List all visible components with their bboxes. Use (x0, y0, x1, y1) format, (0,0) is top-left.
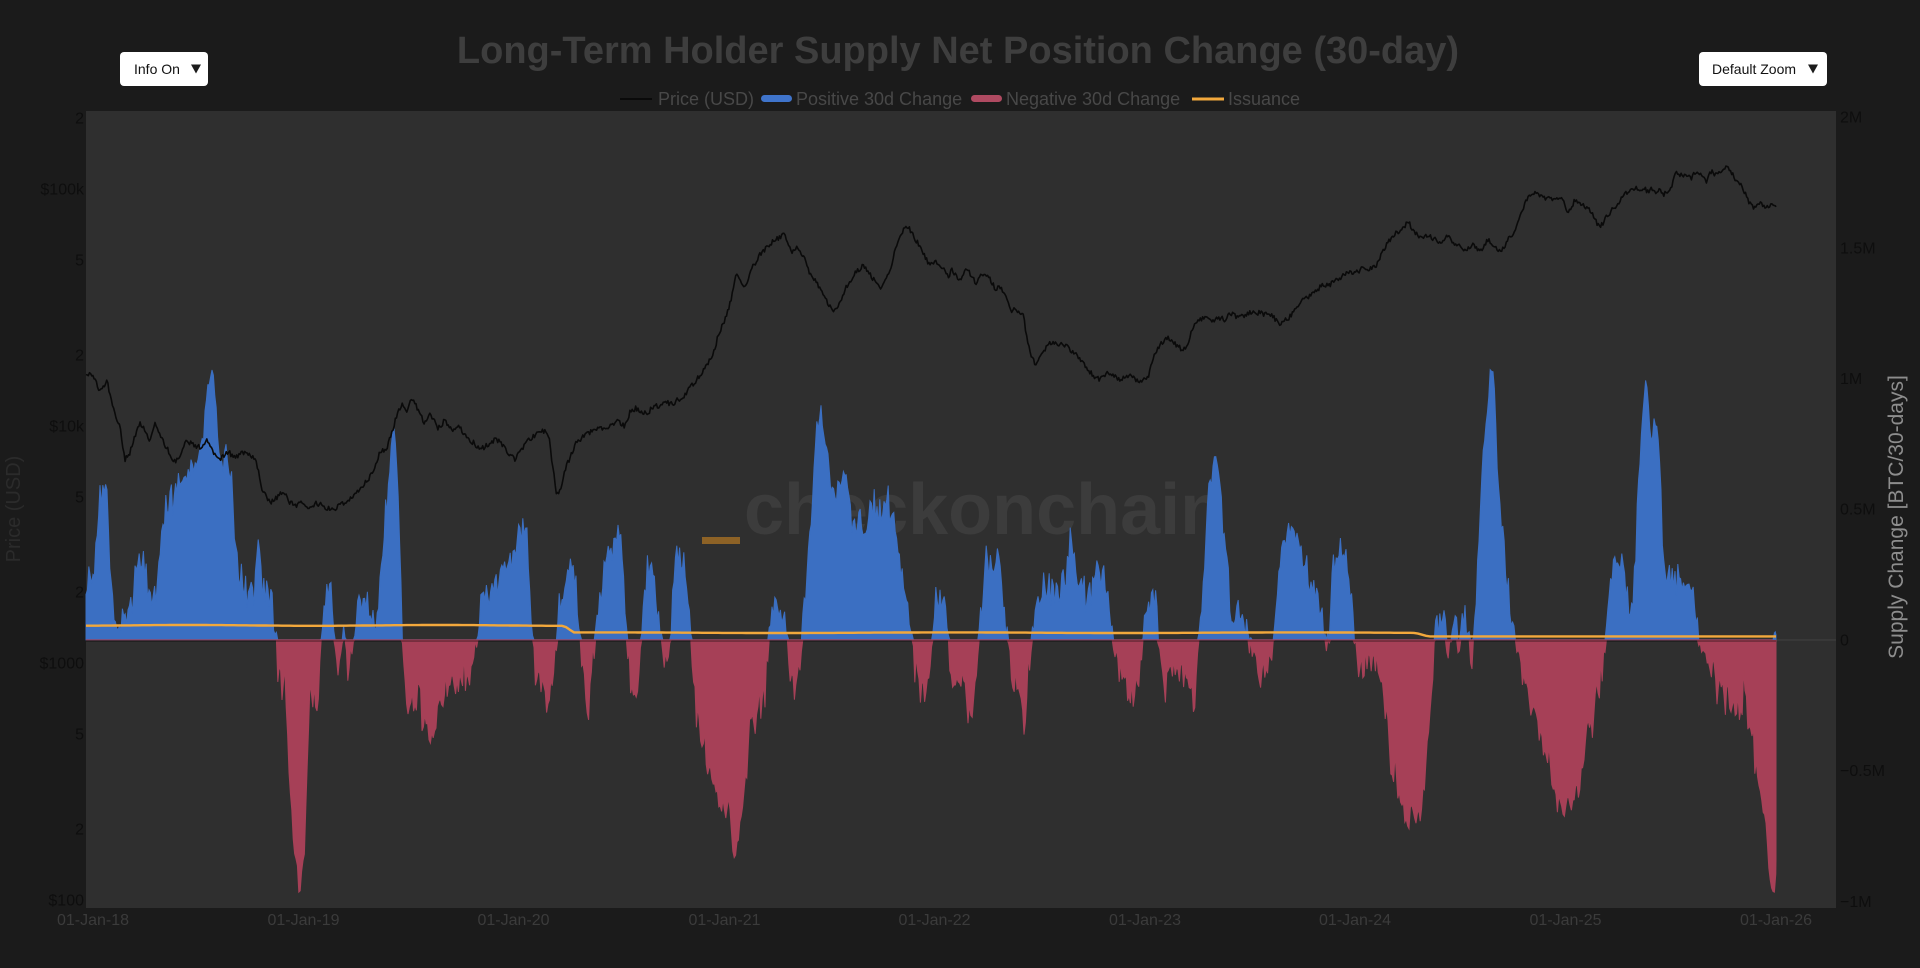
svg-text:−1M: −1M (1840, 894, 1872, 911)
svg-text:Price (USD): Price (USD) (3, 456, 25, 563)
svg-text:Issuance: Issuance (1228, 89, 1300, 109)
svg-text:1M: 1M (1840, 371, 1862, 388)
svg-text:5: 5 (75, 727, 84, 744)
svg-text:−0.5M: −0.5M (1840, 763, 1885, 780)
svg-text:$1000: $1000 (40, 656, 85, 673)
svg-text:2: 2 (75, 348, 84, 365)
svg-text:2: 2 (75, 111, 84, 128)
svg-text:$100: $100 (48, 893, 84, 910)
svg-text:2M: 2M (1840, 110, 1862, 127)
svg-text:1.5M: 1.5M (1840, 240, 1876, 257)
svg-text:01-Jan-23: 01-Jan-23 (1109, 912, 1181, 929)
svg-text:01-Jan-20: 01-Jan-20 (477, 912, 549, 929)
svg-text:0.5M: 0.5M (1840, 502, 1876, 519)
svg-text:5: 5 (75, 253, 84, 270)
svg-text:$100k: $100k (40, 182, 85, 199)
svg-text:2: 2 (75, 822, 84, 839)
svg-text:Negative 30d Change: Negative 30d Change (1006, 89, 1180, 109)
svg-text:Price (USD): Price (USD) (658, 89, 754, 109)
svg-text:01-Jan-22: 01-Jan-22 (898, 912, 970, 929)
svg-text:01-Jan-18: 01-Jan-18 (57, 912, 129, 929)
svg-text:Supply Change [BTC/30-days]: Supply Change [BTC/30-days] (1885, 375, 1908, 659)
svg-text:01-Jan-26: 01-Jan-26 (1740, 912, 1812, 929)
svg-text:01-Jan-19: 01-Jan-19 (267, 912, 339, 929)
svg-text:01-Jan-21: 01-Jan-21 (688, 912, 760, 929)
svg-text:Positive 30d Change: Positive 30d Change (796, 89, 962, 109)
svg-text:01-Jan-25: 01-Jan-25 (1529, 912, 1601, 929)
svg-text:0: 0 (1840, 632, 1849, 649)
svg-text:Info On: Info On (134, 61, 180, 77)
svg-text:$10k: $10k (49, 419, 85, 436)
svg-text:Default Zoom: Default Zoom (1712, 61, 1796, 77)
svg-text:2: 2 (75, 585, 84, 602)
svg-text:Long-Term Holder Supply Net Po: Long-Term Holder Supply Net Position Cha… (457, 30, 1459, 72)
svg-text:5: 5 (75, 490, 84, 507)
svg-text:01-Jan-24: 01-Jan-24 (1319, 912, 1391, 929)
